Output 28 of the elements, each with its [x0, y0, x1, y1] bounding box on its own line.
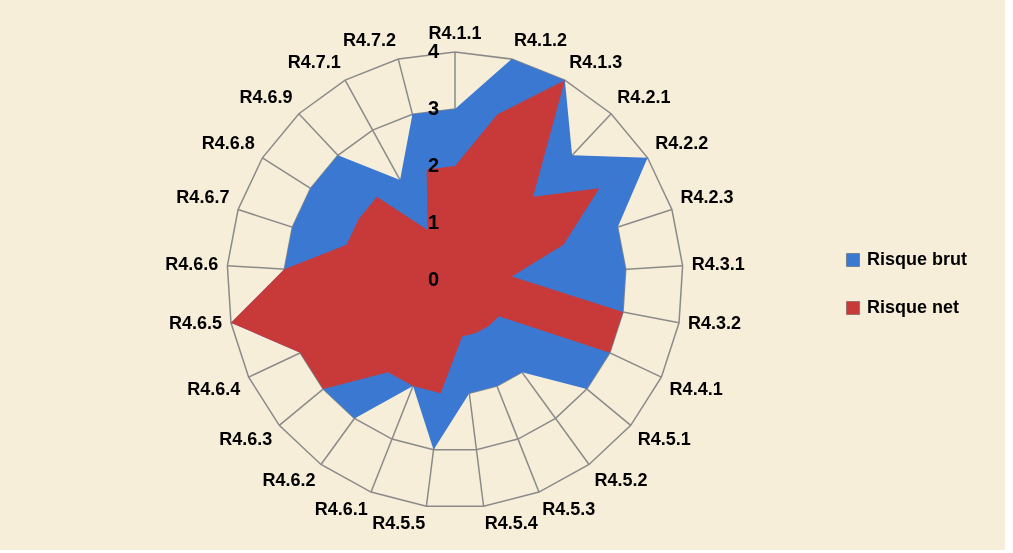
- spoke-label: R4.1.2: [513, 30, 568, 51]
- spoke-label: R4.7.2: [342, 30, 397, 51]
- y-tick-label: 1: [427, 210, 440, 233]
- spoke-label: R4.5.5: [372, 513, 426, 534]
- spoke-label: R4.4.1: [669, 378, 723, 399]
- spoke-label: R4.2.3: [680, 186, 734, 207]
- spoke-label: R4.6.6: [165, 254, 219, 275]
- spoke-label: R4.5.2: [594, 469, 648, 490]
- spoke-label: R4.1.3: [569, 52, 623, 73]
- legend-label: Risque brut: [867, 249, 968, 269]
- y-tick-label: 0: [427, 268, 440, 290]
- spoke-label: R4.7.1: [287, 52, 341, 73]
- spoke-label: R4.5.1: [637, 429, 691, 450]
- spoke-label: R4.6.4: [187, 378, 241, 399]
- spoke-label: R4.6.5: [168, 313, 223, 334]
- spoke-label: R4.5.4: [484, 513, 538, 534]
- spoke-label: R4.3.1: [691, 254, 745, 275]
- spoke-label: R4.5.3: [542, 498, 596, 519]
- spoke-label: R4.6.2: [262, 469, 316, 490]
- spoke-label: R4.6.7: [176, 186, 230, 207]
- spoke-label: R4.2.1: [617, 87, 671, 108]
- spoke-label: R4.2.2: [655, 132, 709, 153]
- legend-label: Risque net: [867, 297, 960, 317]
- spoke-label: R4.3.2: [687, 313, 742, 334]
- spoke-label: R4.6.1: [314, 498, 368, 519]
- spoke-label: R4.6.8: [201, 132, 255, 153]
- spoke-label: R4.6.9: [239, 87, 293, 108]
- spoke-label: R4.6.3: [219, 429, 273, 450]
